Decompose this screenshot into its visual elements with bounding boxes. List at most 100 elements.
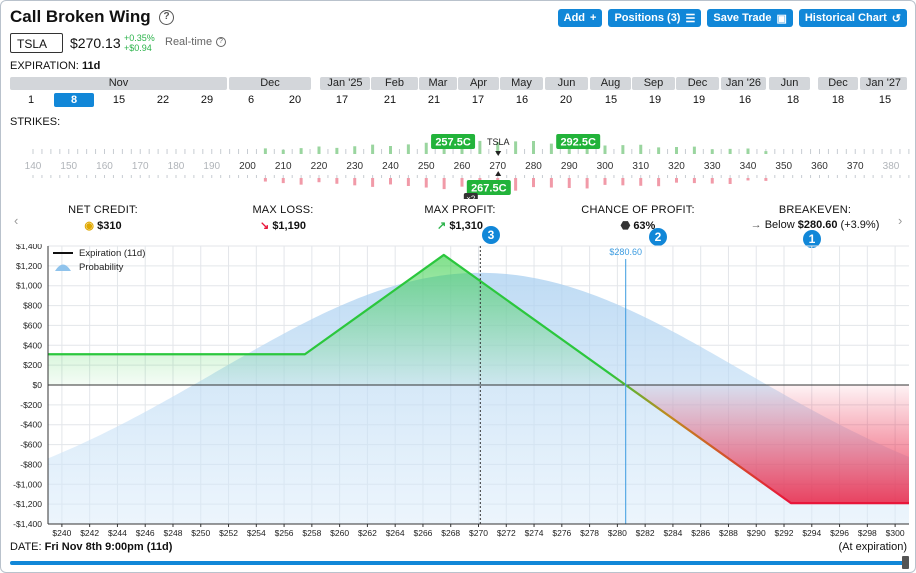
y-tick-label: -$200	[20, 400, 42, 410]
x-tick-label: $276	[552, 528, 571, 538]
breakeven-value: $280.60	[797, 219, 838, 231]
stat-breakeven: BREAKEVEN: → Below $280.60 (+3.9%)	[739, 204, 891, 231]
change-amount: +$0.94	[124, 43, 152, 53]
stats-prev-arrow[interactable]: ‹	[14, 213, 19, 228]
expiry-day[interactable]: 20	[288, 94, 302, 106]
put-oi-bar	[281, 178, 285, 184]
put-oi-bar	[585, 178, 589, 189]
call-oi-bar	[692, 146, 696, 154]
expiry-month: Jun	[545, 77, 588, 90]
trade-stats: NET CREDIT: ◉ $310 MAX LOSS: ↘ $1,190 MA…	[1, 204, 915, 244]
expiry-day[interactable]: 15	[878, 94, 892, 106]
strike-label: 330	[704, 161, 721, 172]
expiry-day[interactable]: 6	[247, 94, 255, 106]
expiry-day[interactable]: 29	[200, 94, 214, 106]
call-oi-bar	[478, 140, 482, 154]
call-oi-bar	[335, 147, 339, 154]
coins-icon: ◉	[84, 220, 95, 232]
y-tick-label: $400	[23, 340, 42, 350]
strike-label: 210	[275, 161, 292, 172]
call-oi-bar	[353, 146, 357, 154]
arrow-down-right-icon: ↘	[260, 220, 270, 232]
x-tick-label: $256	[275, 528, 294, 538]
expiry-month-row: Nov Dec Jan '25 Feb Mar Apr May Jun Aug Sep Dec Jan…	[10, 77, 908, 90]
put-oi-bar	[317, 178, 321, 183]
help-icon[interactable]: ?	[159, 10, 174, 25]
expiry-day[interactable]: 8	[54, 93, 94, 107]
positions-button[interactable]: Positions (3) ☰	[608, 9, 702, 27]
max-loss-label: MAX LOSS:	[252, 204, 314, 216]
date-slider-track[interactable]	[10, 561, 904, 565]
expiry-month: Dec	[229, 77, 311, 90]
breakeven-pct: (+3.9%)	[840, 219, 880, 231]
put-oi-bar	[389, 178, 392, 185]
expiry-day[interactable]: 17	[335, 94, 349, 106]
strike-leg-label: 257.5C	[435, 137, 471, 149]
x-tick-label: $288	[719, 528, 738, 538]
call-oi-bar	[496, 142, 500, 154]
at-expiration-label: (At expiration)	[838, 541, 907, 553]
expiry-day[interactable]: 19	[648, 94, 662, 106]
x-tick-label: $248	[164, 528, 183, 538]
strike-label: 250	[418, 161, 435, 172]
underlying-marker	[495, 171, 502, 176]
symbol-input[interactable]: TSLA	[10, 33, 63, 53]
x-tick-label: $296	[830, 528, 849, 538]
x-tick-label: $252	[219, 528, 238, 538]
call-oi-bar	[281, 149, 285, 154]
legend-expiration-label: Expiration (11d)	[79, 248, 145, 259]
stat-max-profit: MAX PROFIT: ↗ $1,310	[410, 204, 510, 232]
expiry-day[interactable]: 16	[738, 94, 752, 106]
max-loss-value: $1,190	[272, 220, 306, 232]
expiry-day[interactable]: 18	[786, 94, 800, 106]
put-oi-bar	[299, 178, 303, 185]
expiry-day[interactable]: 17	[471, 94, 485, 106]
profit-area	[48, 254, 626, 385]
expiry-day[interactable]: 18	[831, 94, 845, 106]
x-tick-label: $298	[858, 528, 877, 538]
legend-probability-swatch	[55, 264, 71, 271]
max-profit-value: $1,310	[449, 220, 483, 232]
expiry-day[interactable]: 1	[27, 94, 35, 106]
expiry-day[interactable]: 21	[383, 94, 397, 106]
strike-leg-chip	[466, 180, 511, 195]
expiry-day[interactable]: 15	[604, 94, 618, 106]
expiry-month: Jan '27	[860, 77, 907, 90]
expiry-month: May	[500, 77, 543, 90]
dice-icon: ⬣	[620, 220, 631, 232]
strike-selector[interactable]: 140 150 160 170 180 190 200 210 220 230 240 250 260 2…	[1, 131, 916, 199]
historical-chart-button[interactable]: Historical Chart ↺	[798, 9, 907, 27]
expiry-day[interactable]: 20	[559, 94, 573, 106]
history-icon: ↺	[891, 12, 901, 25]
leg-quantity-badge	[463, 193, 478, 199]
call-oi-bar	[710, 149, 714, 154]
call-oi-bar	[764, 151, 768, 154]
expiry-day[interactable]: 22	[156, 94, 170, 106]
stat-chance-of-profit: CHANCE OF PROFIT: ⬣ 63%	[578, 204, 698, 232]
expiration-payoff-line	[48, 253, 909, 505]
expiry-day[interactable]: 19	[692, 94, 706, 106]
strike-label: 260	[454, 161, 471, 172]
realtime-help-icon[interactable]: ?	[216, 37, 226, 47]
expiry-month: Aug	[590, 77, 631, 90]
stats-next-arrow[interactable]: ›	[898, 213, 903, 228]
strike-label: 220	[311, 161, 328, 172]
x-tick-label: $250	[191, 528, 210, 538]
expiry-day[interactable]: 16	[515, 94, 529, 106]
y-tick-label: -$800	[20, 459, 42, 469]
call-oi-bar	[621, 145, 625, 154]
expiry-day[interactable]: 21	[427, 94, 441, 106]
expiry-day[interactable]: 15	[112, 94, 126, 106]
breakeven-prefix: Below	[764, 219, 795, 231]
x-tick-label: $240	[52, 528, 71, 538]
add-button[interactable]: Add +	[557, 9, 603, 27]
strike-label: 280	[525, 161, 542, 172]
put-oi-bar	[371, 178, 375, 187]
pnl-chart[interactable]: $280.60 $1,400 $1,200 $1,000 $800 $600 $400 $20…	[1, 244, 916, 540]
save-trade-button[interactable]: Save Trade ▣	[707, 9, 793, 27]
strikes-label: STRIKES:	[10, 116, 61, 128]
call-oi-bar	[514, 141, 518, 154]
put-oi-bar	[442, 178, 446, 190]
date-slider-handle[interactable]	[902, 556, 909, 569]
call-oi-bar	[746, 148, 750, 154]
